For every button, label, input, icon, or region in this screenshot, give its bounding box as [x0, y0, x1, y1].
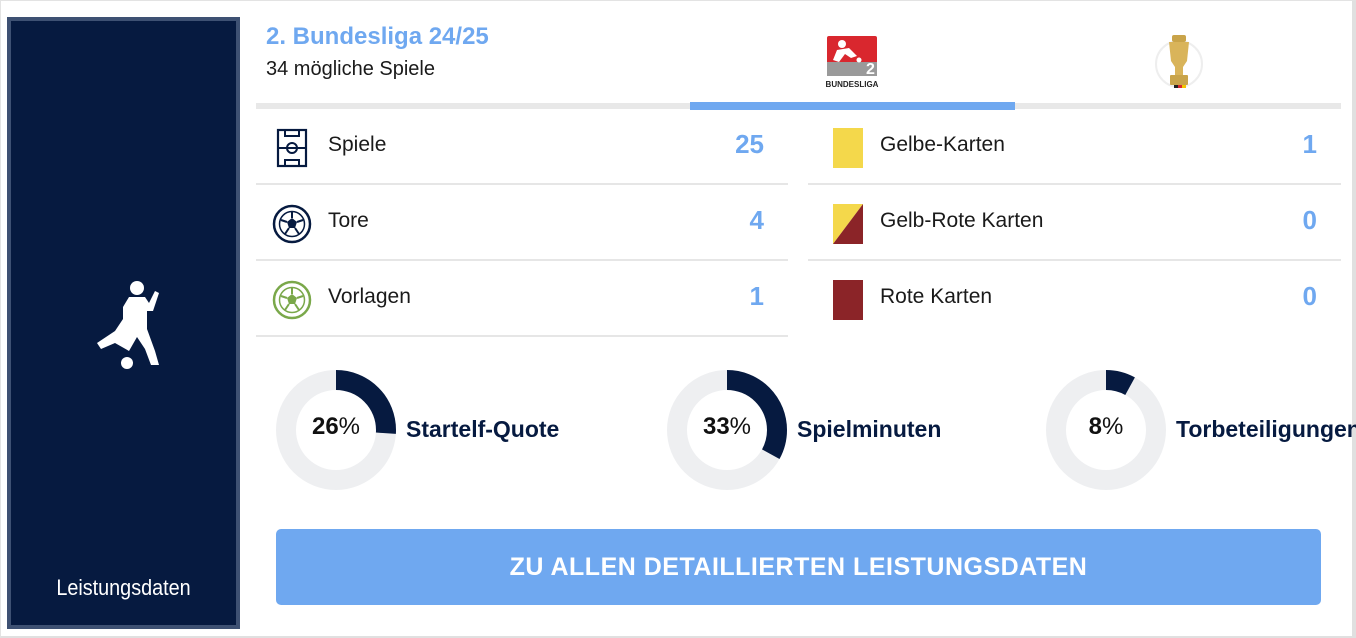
- ring-arc: [1046, 370, 1166, 490]
- ring-label-startelf-quote: Startelf-Quote: [406, 416, 560, 442]
- stat-value: 0: [1302, 205, 1317, 235]
- yellow-red-card-icon: [833, 204, 863, 244]
- svg-text:2: 2: [866, 61, 875, 78]
- stat-row-vorlagen: Vorlagen 1: [256, 261, 788, 337]
- ring-arc: [667, 370, 787, 490]
- stat-row-rote-karten: Rote Karten 0: [808, 261, 1341, 337]
- ring-label-spielminuten: Spielminuten: [797, 416, 942, 442]
- dfb-pokal-trophy-icon[interactable]: [1153, 31, 1205, 93]
- ring-startelf-quote: 26%: [275, 369, 397, 491]
- red-card-icon: [833, 280, 863, 320]
- assist-ball-icon: [272, 280, 312, 320]
- stat-label: Rote Karten: [880, 285, 993, 308]
- ring-unit: %: [338, 413, 361, 440]
- stat-label: Tore: [328, 209, 369, 232]
- football-icon: [272, 204, 312, 244]
- performance-sidebar: Leistungsdaten: [7, 17, 240, 629]
- stat-value: 4: [749, 205, 764, 235]
- stat-row-spiele: Spiele 25: [256, 109, 788, 185]
- ring-unit: %: [729, 413, 752, 440]
- stat-label: Gelbe-Karten: [880, 133, 1005, 156]
- stat-row-gelbe-karten: Gelbe-Karten 1: [808, 109, 1341, 185]
- stat-row-tore: Tore 4: [256, 185, 788, 261]
- ring-arc: [276, 370, 396, 490]
- stat-value: 0: [1302, 281, 1317, 311]
- stat-label: Gelb-Rote Karten: [880, 209, 1044, 232]
- competition-title: 2. Bundesliga 24/25: [266, 23, 489, 50]
- pitch-icon: [276, 128, 308, 168]
- stat-value: 1: [1302, 129, 1317, 159]
- ring-unit: %: [1102, 413, 1124, 440]
- ring-spielminuten: 33%: [666, 369, 788, 491]
- stat-value: 25: [735, 129, 764, 159]
- ring-torbeteiligungen: 8%: [1045, 369, 1167, 491]
- tab-active-indicator: [690, 102, 1015, 110]
- sidebar-label: Leistungsdaten: [56, 575, 191, 600]
- yellow-card-icon: [833, 128, 863, 168]
- possible-games: 34 mögliche Spiele: [266, 58, 435, 80]
- stat-label: Vorlagen: [328, 285, 411, 308]
- stat-label: Spiele: [328, 133, 387, 156]
- footballer-kicking-icon: [97, 281, 159, 369]
- ring-percent: 26: [311, 413, 339, 440]
- ring-label-torbeteiligungen: Torbeteiligungen: [1176, 416, 1356, 442]
- bundesliga-2-logo-icon[interactable]: 2 BUNDESLIGA: [823, 34, 881, 90]
- ring-percent: 33: [702, 413, 730, 440]
- svg-text:BUNDESLIGA: BUNDESLIGA: [826, 80, 879, 89]
- ring-percent: 8: [1088, 413, 1102, 440]
- stat-value: 1: [749, 281, 764, 311]
- all-performance-data-button[interactable]: ZU ALLEN DETAILLIERTEN LEISTUNGSDATEN: [276, 529, 1321, 605]
- stat-row-gelb-rote-karten: Gelb-Rote Karten 0: [808, 185, 1341, 261]
